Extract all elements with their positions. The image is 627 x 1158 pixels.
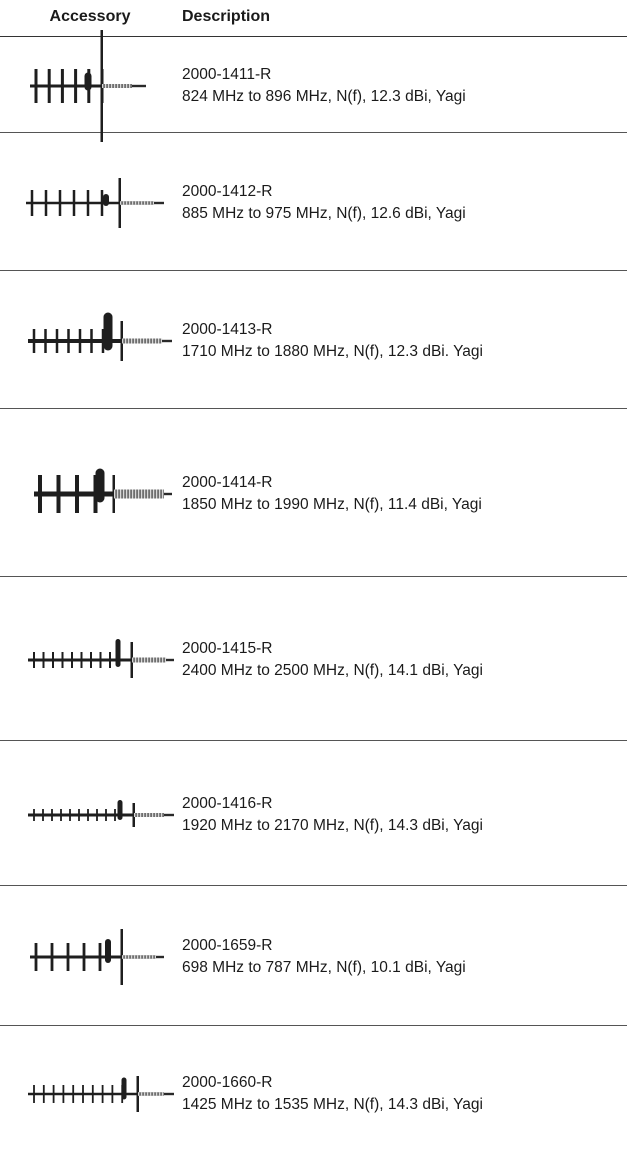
table-row: 2000-1413-R 1710 MHz to 1880 MHz, N(f), 1…	[0, 270, 627, 409]
yagi-antenna-icon	[30, 929, 164, 985]
table-header: Accessory Description	[0, 0, 627, 37]
description-cell: 2000-1659-R 698 MHz to 787 MHz, N(f), 10.…	[182, 935, 466, 979]
part-number: 2000-1411-R	[182, 66, 272, 83]
description-cell: 2000-1416-R 1920 MHz to 2170 MHz, N(f), 1…	[182, 793, 483, 837]
spec-text: 2400 MHz to 2500 MHz, N(f), 14.1 dBi, Ya…	[182, 662, 483, 679]
yagi-antenna-icon	[30, 30, 146, 142]
yagi-antenna-icon	[26, 178, 164, 228]
spec-text: 824 MHz to 896 MHz, N(f), 12.3 dBi, Yagi	[182, 88, 466, 105]
description-cell: 2000-1415-R 2400 MHz to 2500 MHz, N(f), 1…	[182, 638, 483, 682]
table-row: 2000-1414-R 1850 MHz to 1990 MHz, N(f), 1…	[0, 408, 627, 577]
table-row: 2000-1416-R 1920 MHz to 2170 MHz, N(f), 1…	[0, 740, 627, 886]
table-row: 2000-1415-R 2400 MHz to 2500 MHz, N(f), 1…	[0, 576, 627, 741]
yagi-antenna-icon	[28, 1075, 174, 1112]
table-row: 2000-1659-R 698 MHz to 787 MHz, N(f), 10.…	[0, 885, 627, 1026]
spec-text: 698 MHz to 787 MHz, N(f), 10.1 dBi, Yagi	[182, 959, 466, 976]
description-cell: 2000-1411-R 824 MHz to 896 MHz, N(f), 12.…	[182, 64, 466, 108]
spec-text: 1425 MHz to 1535 MHz, N(f), 14.3 dBi, Ya…	[182, 1095, 483, 1113]
spec-text: 1710 MHz to 1880 MHz, N(f), 12.3 dBi. Ya…	[182, 343, 483, 360]
table-row: 2000-1660-R 1425 MHz to 1535 MHz, N(f), 1…	[0, 1025, 627, 1158]
part-number: 2000-1413-R	[182, 321, 273, 338]
table-row: 2000-1411-R 824 MHz to 896 MHz, N(f), 12.…	[0, 30, 627, 142]
yagi-antenna-icon	[34, 468, 172, 513]
yagi-antenna-icon	[28, 639, 174, 678]
part-number: 2000-1660-R	[182, 1073, 273, 1091]
yagi-antenna-icon	[28, 312, 172, 361]
column-header-accessory: Accessory	[49, 8, 131, 25]
part-number: 2000-1412-R	[182, 183, 273, 200]
description-cell: 2000-1413-R 1710 MHz to 1880 MHz, N(f), 1…	[182, 319, 483, 363]
part-number: 2000-1659-R	[182, 937, 273, 954]
description-cell: 2000-1660-R 1425 MHz to 1535 MHz, N(f), 1…	[182, 1072, 483, 1116]
spec-text: 1920 MHz to 2170 MHz, N(f), 14.3 dBi, Ya…	[182, 816, 483, 834]
description-cell: 2000-1414-R 1850 MHz to 1990 MHz, N(f), 1…	[182, 472, 482, 516]
part-number: 2000-1414-R	[182, 474, 273, 491]
part-number: 2000-1415-R	[182, 640, 273, 657]
column-header-description: Description	[182, 8, 271, 25]
table-row: 2000-1412-R 885 MHz to 975 MHz, N(f), 12.…	[0, 132, 627, 271]
description-cell: 2000-1412-R 885 MHz to 975 MHz, N(f), 12.…	[182, 181, 466, 225]
part-number: 2000-1416-R	[182, 794, 273, 812]
spec-text: 885 MHz to 975 MHz, N(f), 12.6 dBi, Yagi	[182, 205, 466, 222]
yagi-antenna-icon	[28, 799, 174, 827]
spec-text: 1850 MHz to 1990 MHz, N(f), 11.4 dBi, Ya…	[182, 496, 482, 513]
